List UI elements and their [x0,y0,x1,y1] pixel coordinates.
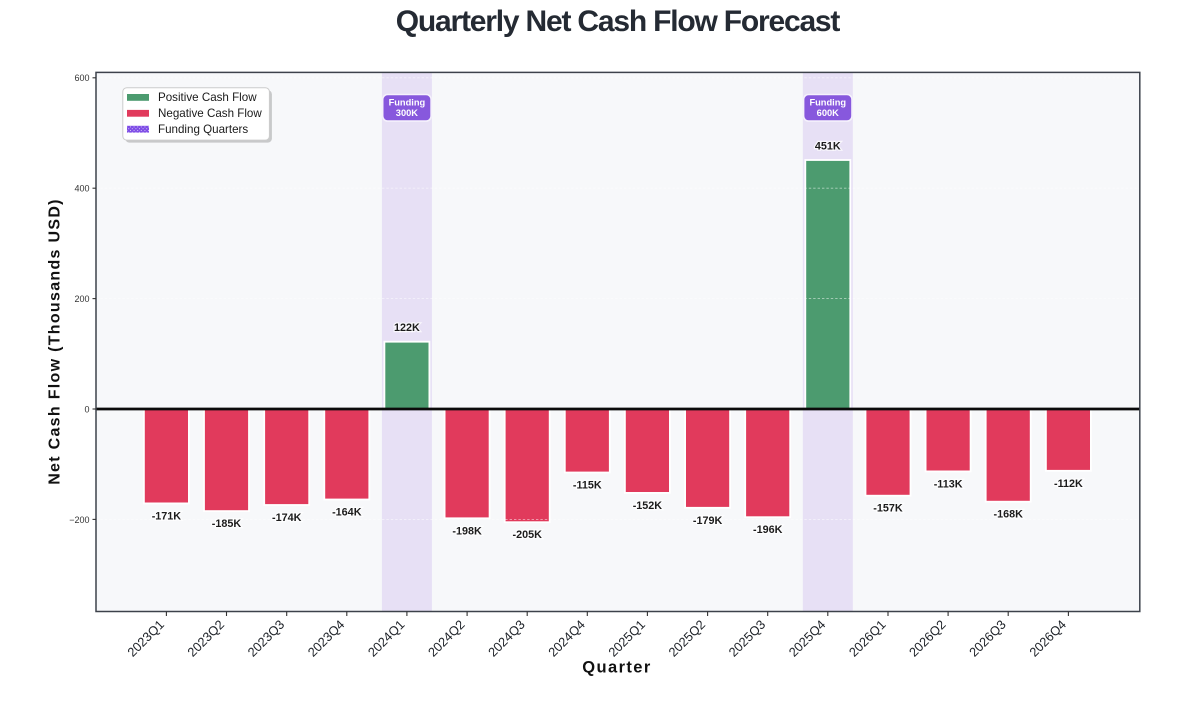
svg-text:-113K: -113K [934,478,963,490]
svg-text:-174K: -174K [272,512,302,524]
svg-text:-205K: -205K [512,529,542,541]
svg-text:-164K: -164K [332,507,362,519]
svg-text:600: 600 [74,73,89,83]
svg-text:-157K: -157K [873,503,903,515]
svg-text:400: 400 [74,184,89,194]
svg-text:Funding Quarters: Funding Quarters [158,123,248,136]
svg-text:-168K: -168K [993,509,1023,521]
svg-text:Funding: Funding [809,97,846,107]
svg-text:0: 0 [84,404,89,414]
svg-text:Quarterly Net Cash Flow Foreca: Quarterly Net Cash Flow Forecast [396,5,841,38]
svg-text:Net Cash Flow (Thousands USD): Net Cash Flow (Thousands USD) [47,198,64,485]
svg-text:Quarter: Quarter [582,659,651,677]
svg-text:Negative Cash Flow: Negative Cash Flow [158,107,262,120]
svg-text:-198K: -198K [452,525,482,537]
svg-text:-196K: -196K [753,524,783,536]
svg-text:-171K: -171K [152,510,182,522]
svg-text:-179K: -179K [693,515,723,527]
svg-text:−200: −200 [69,515,89,525]
svg-text:122K: 122K [394,322,420,334]
svg-text:-112K: -112K [1054,478,1083,490]
svg-text:Positive Cash Flow: Positive Cash Flow [158,91,257,104]
svg-text:451K: 451K [815,141,841,153]
svg-text:-152K: -152K [633,500,663,512]
svg-text:Funding: Funding [389,97,426,107]
svg-text:-115K: -115K [573,480,602,492]
svg-text:200: 200 [74,294,89,304]
svg-text:300K: 300K [396,108,419,118]
svg-text:600K: 600K [817,108,840,118]
svg-text:-185K: -185K [212,518,242,530]
